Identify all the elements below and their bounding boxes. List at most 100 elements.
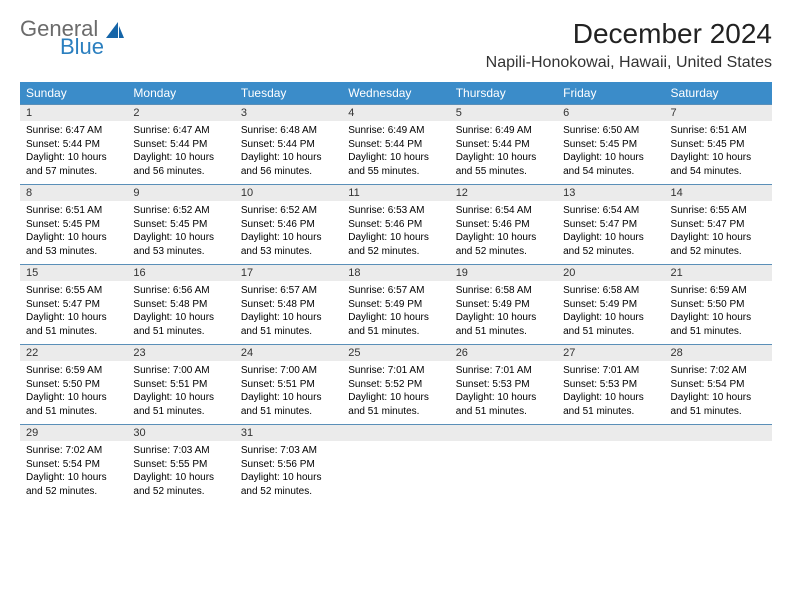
day-number: 26 bbox=[450, 345, 557, 361]
day-content: Sunrise: 6:49 AMSunset: 5:44 PMDaylight:… bbox=[342, 121, 449, 184]
day-content: Sunrise: 6:54 AMSunset: 5:46 PMDaylight:… bbox=[450, 201, 557, 264]
sunrise-line: Sunrise: 6:56 AM bbox=[133, 284, 228, 298]
calendar-day-cell: 12Sunrise: 6:54 AMSunset: 5:46 PMDayligh… bbox=[450, 185, 557, 265]
day-number: 3 bbox=[235, 105, 342, 121]
daylight-line: Daylight: 10 hours and 53 minutes. bbox=[241, 231, 336, 258]
sunset-line: Sunset: 5:47 PM bbox=[671, 218, 766, 232]
sunset-line: Sunset: 5:47 PM bbox=[563, 218, 658, 232]
daylight-line: Daylight: 10 hours and 51 minutes. bbox=[456, 311, 551, 338]
sunset-line: Sunset: 5:46 PM bbox=[456, 218, 551, 232]
day-content: Sunrise: 7:00 AMSunset: 5:51 PMDaylight:… bbox=[235, 361, 342, 424]
calendar-day-cell: 19Sunrise: 6:58 AMSunset: 5:49 PMDayligh… bbox=[450, 265, 557, 345]
calendar-day-cell bbox=[342, 425, 449, 505]
day-number: 19 bbox=[450, 265, 557, 281]
day-number-empty bbox=[450, 425, 557, 441]
weekday-header: Monday bbox=[127, 82, 234, 105]
sunset-line: Sunset: 5:45 PM bbox=[671, 138, 766, 152]
day-number: 23 bbox=[127, 345, 234, 361]
calendar-day-cell bbox=[665, 425, 772, 505]
sunrise-line: Sunrise: 6:47 AM bbox=[133, 124, 228, 138]
sunset-line: Sunset: 5:44 PM bbox=[348, 138, 443, 152]
sunset-line: Sunset: 5:56 PM bbox=[241, 458, 336, 472]
calendar-day-cell: 27Sunrise: 7:01 AMSunset: 5:53 PMDayligh… bbox=[557, 345, 664, 425]
logo-blue-text: Blue bbox=[60, 36, 104, 58]
month-title: December 2024 bbox=[486, 18, 772, 50]
day-number-empty bbox=[342, 425, 449, 441]
sunset-line: Sunset: 5:44 PM bbox=[133, 138, 228, 152]
day-number: 9 bbox=[127, 185, 234, 201]
sunrise-line: Sunrise: 6:59 AM bbox=[671, 284, 766, 298]
daylight-line: Daylight: 10 hours and 51 minutes. bbox=[563, 391, 658, 418]
sunset-line: Sunset: 5:53 PM bbox=[456, 378, 551, 392]
sunrise-line: Sunrise: 6:51 AM bbox=[26, 204, 121, 218]
daylight-line: Daylight: 10 hours and 52 minutes. bbox=[671, 231, 766, 258]
day-content-empty bbox=[450, 441, 557, 493]
daylight-line: Daylight: 10 hours and 51 minutes. bbox=[133, 311, 228, 338]
day-content: Sunrise: 7:00 AMSunset: 5:51 PMDaylight:… bbox=[127, 361, 234, 424]
sunrise-line: Sunrise: 6:50 AM bbox=[563, 124, 658, 138]
daylight-line: Daylight: 10 hours and 52 minutes. bbox=[133, 471, 228, 498]
sunrise-line: Sunrise: 6:58 AM bbox=[563, 284, 658, 298]
logo: General Blue bbox=[20, 18, 126, 58]
sunrise-line: Sunrise: 6:55 AM bbox=[26, 284, 121, 298]
day-content: Sunrise: 6:55 AMSunset: 5:47 PMDaylight:… bbox=[20, 281, 127, 344]
sunrise-line: Sunrise: 7:00 AM bbox=[133, 364, 228, 378]
calendar-day-cell: 18Sunrise: 6:57 AMSunset: 5:49 PMDayligh… bbox=[342, 265, 449, 345]
day-number: 8 bbox=[20, 185, 127, 201]
day-number: 27 bbox=[557, 345, 664, 361]
sunrise-line: Sunrise: 6:47 AM bbox=[26, 124, 121, 138]
sunset-line: Sunset: 5:45 PM bbox=[26, 218, 121, 232]
sunset-line: Sunset: 5:47 PM bbox=[26, 298, 121, 312]
day-number: 30 bbox=[127, 425, 234, 441]
calendar-day-cell: 16Sunrise: 6:56 AMSunset: 5:48 PMDayligh… bbox=[127, 265, 234, 345]
day-number: 28 bbox=[665, 345, 772, 361]
day-content-empty bbox=[665, 441, 772, 493]
sunset-line: Sunset: 5:50 PM bbox=[26, 378, 121, 392]
daylight-line: Daylight: 10 hours and 51 minutes. bbox=[671, 391, 766, 418]
calendar-day-cell: 11Sunrise: 6:53 AMSunset: 5:46 PMDayligh… bbox=[342, 185, 449, 265]
day-number: 6 bbox=[557, 105, 664, 121]
sunrise-line: Sunrise: 6:59 AM bbox=[26, 364, 121, 378]
calendar-day-cell: 21Sunrise: 6:59 AMSunset: 5:50 PMDayligh… bbox=[665, 265, 772, 345]
day-number: 22 bbox=[20, 345, 127, 361]
calendar-week-row: 22Sunrise: 6:59 AMSunset: 5:50 PMDayligh… bbox=[20, 345, 772, 425]
sunrise-line: Sunrise: 7:02 AM bbox=[671, 364, 766, 378]
sunset-line: Sunset: 5:48 PM bbox=[241, 298, 336, 312]
day-content: Sunrise: 6:59 AMSunset: 5:50 PMDaylight:… bbox=[20, 361, 127, 424]
sunset-line: Sunset: 5:55 PM bbox=[133, 458, 228, 472]
day-number: 2 bbox=[127, 105, 234, 121]
day-number: 20 bbox=[557, 265, 664, 281]
daylight-line: Daylight: 10 hours and 52 minutes. bbox=[563, 231, 658, 258]
calendar-day-cell: 26Sunrise: 7:01 AMSunset: 5:53 PMDayligh… bbox=[450, 345, 557, 425]
sunset-line: Sunset: 5:52 PM bbox=[348, 378, 443, 392]
day-number: 12 bbox=[450, 185, 557, 201]
calendar-table: SundayMondayTuesdayWednesdayThursdayFrid… bbox=[20, 82, 772, 504]
sunset-line: Sunset: 5:46 PM bbox=[241, 218, 336, 232]
day-content: Sunrise: 6:48 AMSunset: 5:44 PMDaylight:… bbox=[235, 121, 342, 184]
day-number: 10 bbox=[235, 185, 342, 201]
calendar-day-cell: 6 Sunrise: 6:50 AMSunset: 5:45 PMDaylight… bbox=[557, 105, 664, 185]
sunrise-line: Sunrise: 6:58 AM bbox=[456, 284, 551, 298]
day-content: Sunrise: 6:56 AMSunset: 5:48 PMDaylight:… bbox=[127, 281, 234, 344]
daylight-line: Daylight: 10 hours and 54 minutes. bbox=[563, 151, 658, 178]
day-content-empty bbox=[557, 441, 664, 493]
sunrise-line: Sunrise: 7:01 AM bbox=[348, 364, 443, 378]
day-number-empty bbox=[665, 425, 772, 441]
calendar-day-cell: 29Sunrise: 7:02 AMSunset: 5:54 PMDayligh… bbox=[20, 425, 127, 505]
sunrise-line: Sunrise: 6:48 AM bbox=[241, 124, 336, 138]
calendar-day-cell: 8Sunrise: 6:51 AMSunset: 5:45 PMDaylight… bbox=[20, 185, 127, 265]
day-number: 13 bbox=[557, 185, 664, 201]
daylight-line: Daylight: 10 hours and 51 minutes. bbox=[671, 311, 766, 338]
sunrise-line: Sunrise: 7:00 AM bbox=[241, 364, 336, 378]
day-content: Sunrise: 6:54 AMSunset: 5:47 PMDaylight:… bbox=[557, 201, 664, 264]
sunset-line: Sunset: 5:49 PM bbox=[456, 298, 551, 312]
day-content: Sunrise: 6:58 AMSunset: 5:49 PMDaylight:… bbox=[450, 281, 557, 344]
sunset-line: Sunset: 5:45 PM bbox=[563, 138, 658, 152]
daylight-line: Daylight: 10 hours and 56 minutes. bbox=[133, 151, 228, 178]
sunrise-line: Sunrise: 6:52 AM bbox=[133, 204, 228, 218]
day-number-empty bbox=[557, 425, 664, 441]
day-content: Sunrise: 6:57 AMSunset: 5:48 PMDaylight:… bbox=[235, 281, 342, 344]
calendar-week-row: 15Sunrise: 6:55 AMSunset: 5:47 PMDayligh… bbox=[20, 265, 772, 345]
day-content: Sunrise: 7:01 AMSunset: 5:53 PMDaylight:… bbox=[557, 361, 664, 424]
calendar-header-row: SundayMondayTuesdayWednesdayThursdayFrid… bbox=[20, 82, 772, 105]
